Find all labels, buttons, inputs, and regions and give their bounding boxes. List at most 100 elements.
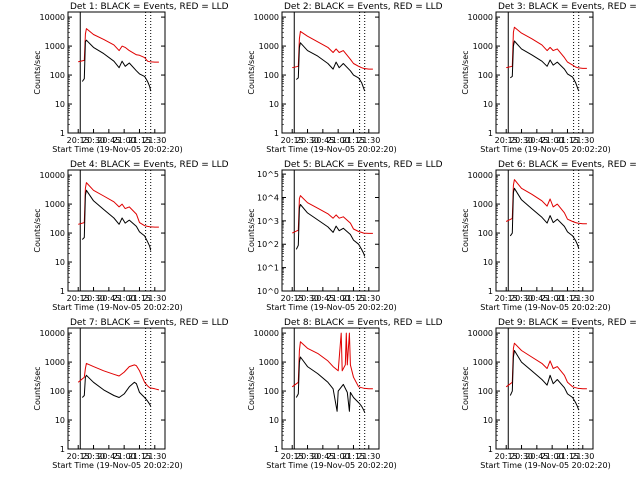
- panel-title: Det 2: BLACK = Events, RED = LLD: [284, 2, 443, 12]
- x-axis-label: Start Time (19-Nov-05 20:02:20): [480, 303, 610, 312]
- y-axis-label: Counts/sec: [33, 366, 42, 410]
- lld-series-line: [291, 195, 373, 234]
- events-series-line: [81, 374, 152, 407]
- events-series-line: [509, 40, 580, 92]
- y-tick-label: 10: [55, 416, 65, 425]
- y-tick-label: 100: [264, 71, 279, 80]
- y-tick-label: 10000: [254, 13, 279, 22]
- detector-panel-2: Det 2: BLACK = Events, RED = LLD 1 10 100 10…: [247, 2, 443, 154]
- x-tick-label: 21:15: [128, 294, 151, 303]
- x-tick-label: 20:45: [311, 136, 334, 145]
- events-series-line: [81, 39, 152, 92]
- lld-series-line: [291, 332, 373, 390]
- x-axis-label: Start Time (19-Nov-05 20:02:20): [52, 303, 182, 312]
- y-tick-label: 100: [50, 71, 65, 80]
- y-tick-label: 1000: [473, 200, 493, 209]
- x-tick-label: 21:00: [541, 452, 564, 461]
- detector-panel-1: Det 1: BLACK = Events, RED = LLD 1 10 100 10…: [33, 2, 229, 154]
- x-tick-label: 21:15: [556, 136, 579, 145]
- y-axis-label: Counts/sec: [247, 208, 256, 252]
- x-tick-label: 20:15: [67, 452, 90, 461]
- x-tick-label: 20:45: [97, 294, 120, 303]
- y-tick-label: 1: [274, 129, 279, 138]
- x-tick-label: 21:00: [113, 294, 136, 303]
- lld-series-line: [77, 362, 160, 391]
- events-series-line: [295, 42, 366, 92]
- y-tick-label: 100: [50, 229, 65, 238]
- plot-frame: [281, 169, 380, 292]
- x-axis-label: Start Time (19-Nov-05 20:02:20): [480, 145, 610, 154]
- panel-title: Det 8: BLACK = Events, RED = LLD: [284, 318, 443, 328]
- y-tick-label: 10000: [468, 13, 493, 22]
- y-tick-label: 10^5: [257, 170, 279, 179]
- y-tick-label: 10^4: [257, 193, 279, 202]
- x-tick-label: 20:15: [281, 136, 304, 145]
- panel-title: Det 5: BLACK = Events, RED = LLD: [284, 160, 443, 170]
- y-tick-label: 10000: [468, 171, 493, 180]
- y-tick-label: 1: [60, 445, 65, 454]
- x-tick-label: 20:30: [82, 136, 105, 145]
- x-tick-label: 21:30: [143, 294, 166, 303]
- y-tick-label: 10^3: [257, 217, 279, 226]
- events-series-line: [509, 187, 580, 249]
- events-series-line: [81, 189, 152, 251]
- y-tick-label: 10: [483, 100, 493, 109]
- detector-panel-8: Det 8: BLACK = Events, RED = LLD 1 10 100 10…: [247, 318, 443, 470]
- y-tick-label: 1: [488, 129, 493, 138]
- y-tick-label: 10: [483, 258, 493, 267]
- x-axis-label: Start Time (19-Nov-05 20:02:20): [266, 145, 396, 154]
- y-axis-label: Counts/sec: [461, 366, 470, 410]
- y-axis-label: Counts/sec: [33, 50, 42, 94]
- x-tick-label: 21:30: [357, 136, 380, 145]
- x-tick-label: 20:30: [82, 452, 105, 461]
- y-tick-label: 1000: [473, 42, 493, 51]
- events-series-line: [509, 350, 580, 411]
- y-tick-label: 1: [60, 129, 65, 138]
- plot-frame: [495, 327, 594, 450]
- y-tick-label: 10^2: [257, 240, 279, 249]
- x-tick-label: 21:15: [128, 452, 151, 461]
- lld-series-line: [506, 26, 587, 69]
- x-tick-label: 20:30: [510, 294, 533, 303]
- x-tick-label: 21:30: [143, 136, 166, 145]
- x-axis-label: Start Time (19-Nov-05 20:02:20): [266, 461, 396, 470]
- y-tick-label: 10: [55, 100, 65, 109]
- y-axis-label: Counts/sec: [247, 50, 256, 94]
- panel-title: Det 9: BLACK = Events, RED = LLD: [498, 318, 640, 328]
- x-tick-label: 20:45: [311, 294, 334, 303]
- x-tick-label: 20:30: [296, 136, 319, 145]
- x-tick-label: 21:00: [327, 136, 350, 145]
- panel-title: Det 1: BLACK = Events, RED = LLD: [70, 2, 229, 12]
- detector-panel-4: Det 4: BLACK = Events, RED = LLD 1 10 100 10…: [33, 160, 229, 312]
- y-tick-label: 10000: [40, 13, 65, 22]
- x-tick-label: 21:15: [342, 136, 365, 145]
- x-axis-label: Start Time (19-Nov-05 20:02:20): [480, 461, 610, 470]
- plot-frame: [67, 327, 166, 450]
- y-tick-label: 10000: [40, 329, 65, 338]
- x-tick-label: 20:45: [311, 452, 334, 461]
- x-tick-label: 20:30: [296, 294, 319, 303]
- y-tick-label: 100: [478, 387, 493, 396]
- x-tick-label: 20:45: [525, 452, 548, 461]
- x-tick-label: 20:15: [495, 452, 518, 461]
- plot-frame: [67, 11, 166, 134]
- x-tick-label: 21:30: [571, 136, 594, 145]
- x-tick-label: 21:00: [113, 136, 136, 145]
- y-tick-label: 100: [478, 229, 493, 238]
- events-series-line: [295, 204, 366, 257]
- x-tick-label: 21:30: [143, 452, 166, 461]
- x-tick-label: 21:15: [342, 294, 365, 303]
- x-tick-label: 21:15: [128, 136, 151, 145]
- panel-title: Det 3: BLACK = Events, RED = LLD: [498, 2, 640, 12]
- x-tick-label: 21:00: [327, 294, 350, 303]
- x-tick-label: 21:30: [357, 294, 380, 303]
- plot-frame: [495, 169, 594, 292]
- y-axis-label: Counts/sec: [33, 208, 42, 252]
- detector-panel-3: Det 3: BLACK = Events, RED = LLD 1 10 100 10…: [461, 2, 640, 154]
- y-tick-label: 100: [264, 387, 279, 396]
- y-axis-label: Counts/sec: [461, 50, 470, 94]
- panel-title: Det 4: BLACK = Events, RED = LLD: [70, 160, 229, 170]
- x-tick-label: 20:30: [296, 452, 319, 461]
- x-tick-label: 21:15: [556, 452, 579, 461]
- detector-panel-6: Det 6: BLACK = Events, RED = LLD 1 10 100 10…: [461, 160, 640, 312]
